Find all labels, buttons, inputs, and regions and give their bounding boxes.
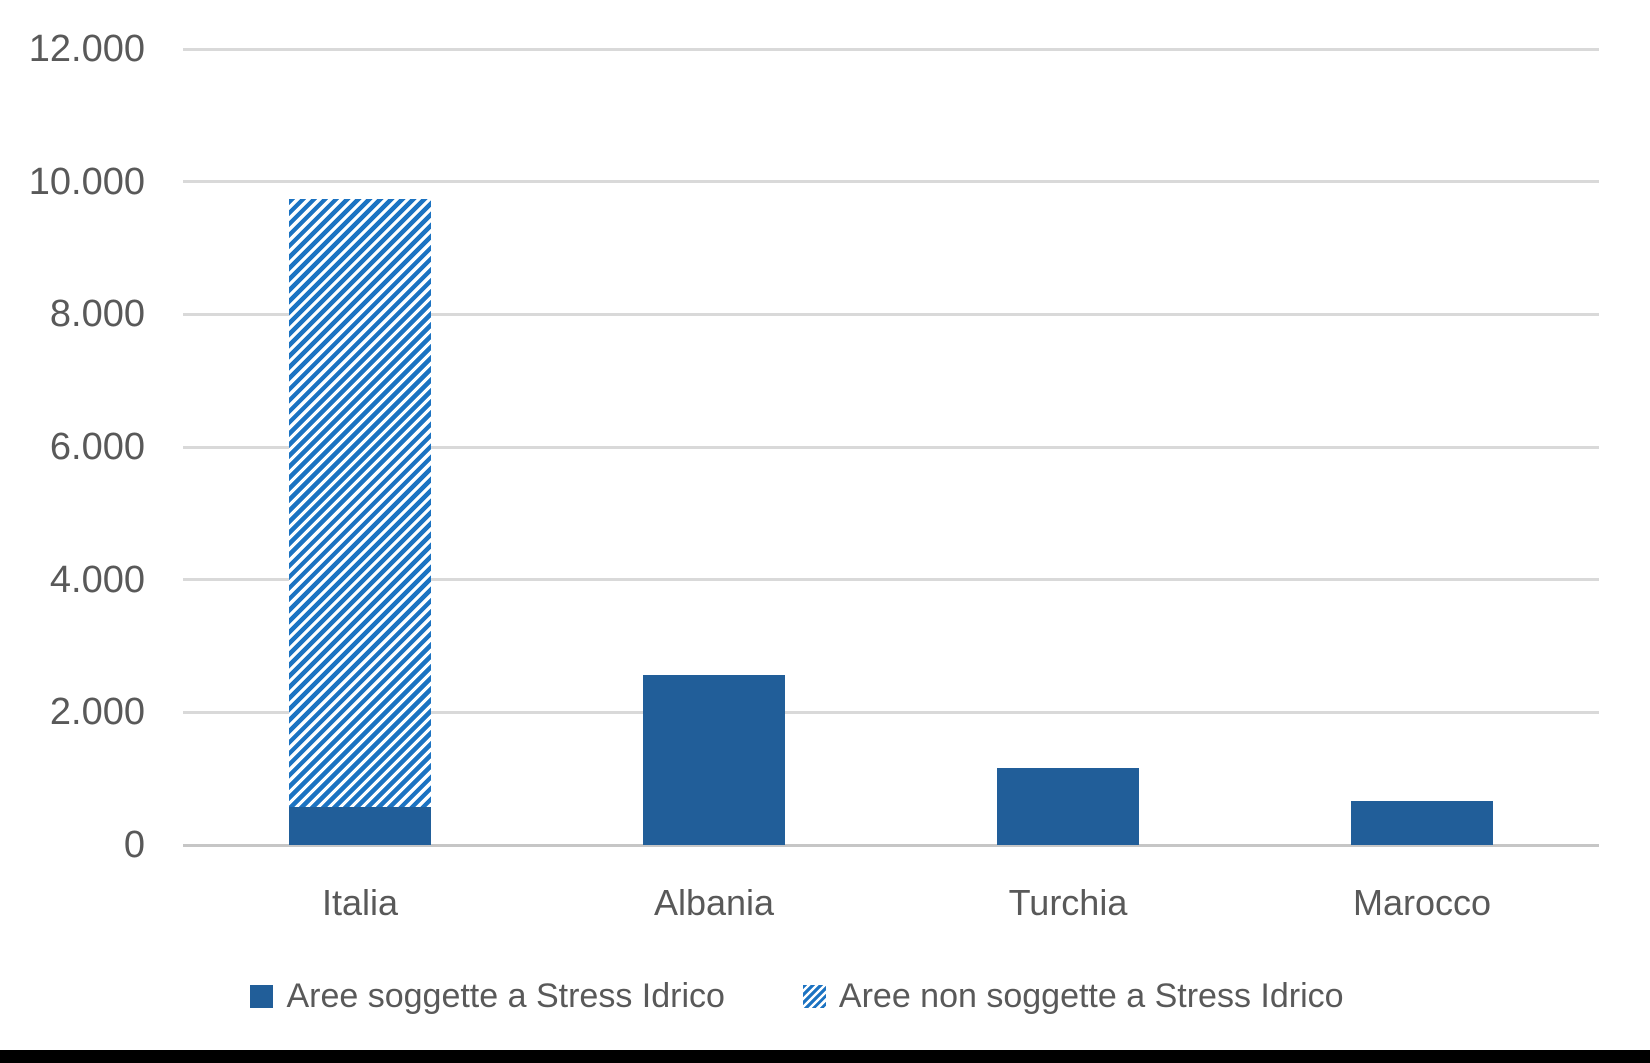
y-tick-10.000: 10.000	[28, 160, 145, 203]
bar-italia-stress	[289, 806, 431, 845]
x-tick-turchia: Turchia	[1008, 882, 1128, 923]
legend: Aree soggette a Stress Idrico Aree non s…	[0, 973, 1622, 1019]
y-tick-8.000: 8.000	[49, 293, 145, 336]
bar-albania-stress	[643, 675, 785, 845]
legend-label-stress: Aree soggette a Stress Idrico	[286, 977, 725, 1015]
legend-item-non-stress: Aree non soggette a Stress Idrico	[802, 973, 1344, 1019]
x-tick-marocco: Marocco	[1352, 882, 1492, 923]
legend-swatch-hatched-icon	[802, 984, 826, 1008]
gridline-2.000	[183, 710, 1599, 714]
gridline-6.000	[183, 445, 1599, 449]
y-tick-2.000: 2.000	[49, 691, 145, 734]
y-tick-6.000: 6.000	[49, 426, 145, 468]
y-tick-4.000: 4.000	[49, 558, 145, 601]
bottom-black-bar	[0, 1050, 1650, 1063]
legend-label-non-stress: Aree non soggette a Stress Idrico	[838, 977, 1344, 1015]
bar-turchia-stress	[997, 768, 1139, 845]
gridline-10.000	[183, 180, 1599, 184]
legend-swatch-solid-icon	[250, 984, 274, 1008]
x-tick-albania: Albania	[653, 882, 775, 923]
bar-italia-non-stress	[289, 198, 431, 807]
y-tick-12.000: 12.000	[28, 28, 145, 70]
gridline-4.000	[183, 578, 1599, 582]
gridline-12.000	[183, 47, 1599, 51]
plot-area	[183, 47, 1599, 847]
x-axis-line	[183, 843, 1599, 847]
y-tick-0: 0	[123, 824, 145, 866]
legend-item-stress: Aree soggette a Stress Idrico	[250, 973, 725, 1019]
x-tick-italia: Italia	[321, 882, 399, 923]
gridline-8.000	[183, 312, 1599, 316]
bar-marocco-stress	[1351, 800, 1493, 845]
